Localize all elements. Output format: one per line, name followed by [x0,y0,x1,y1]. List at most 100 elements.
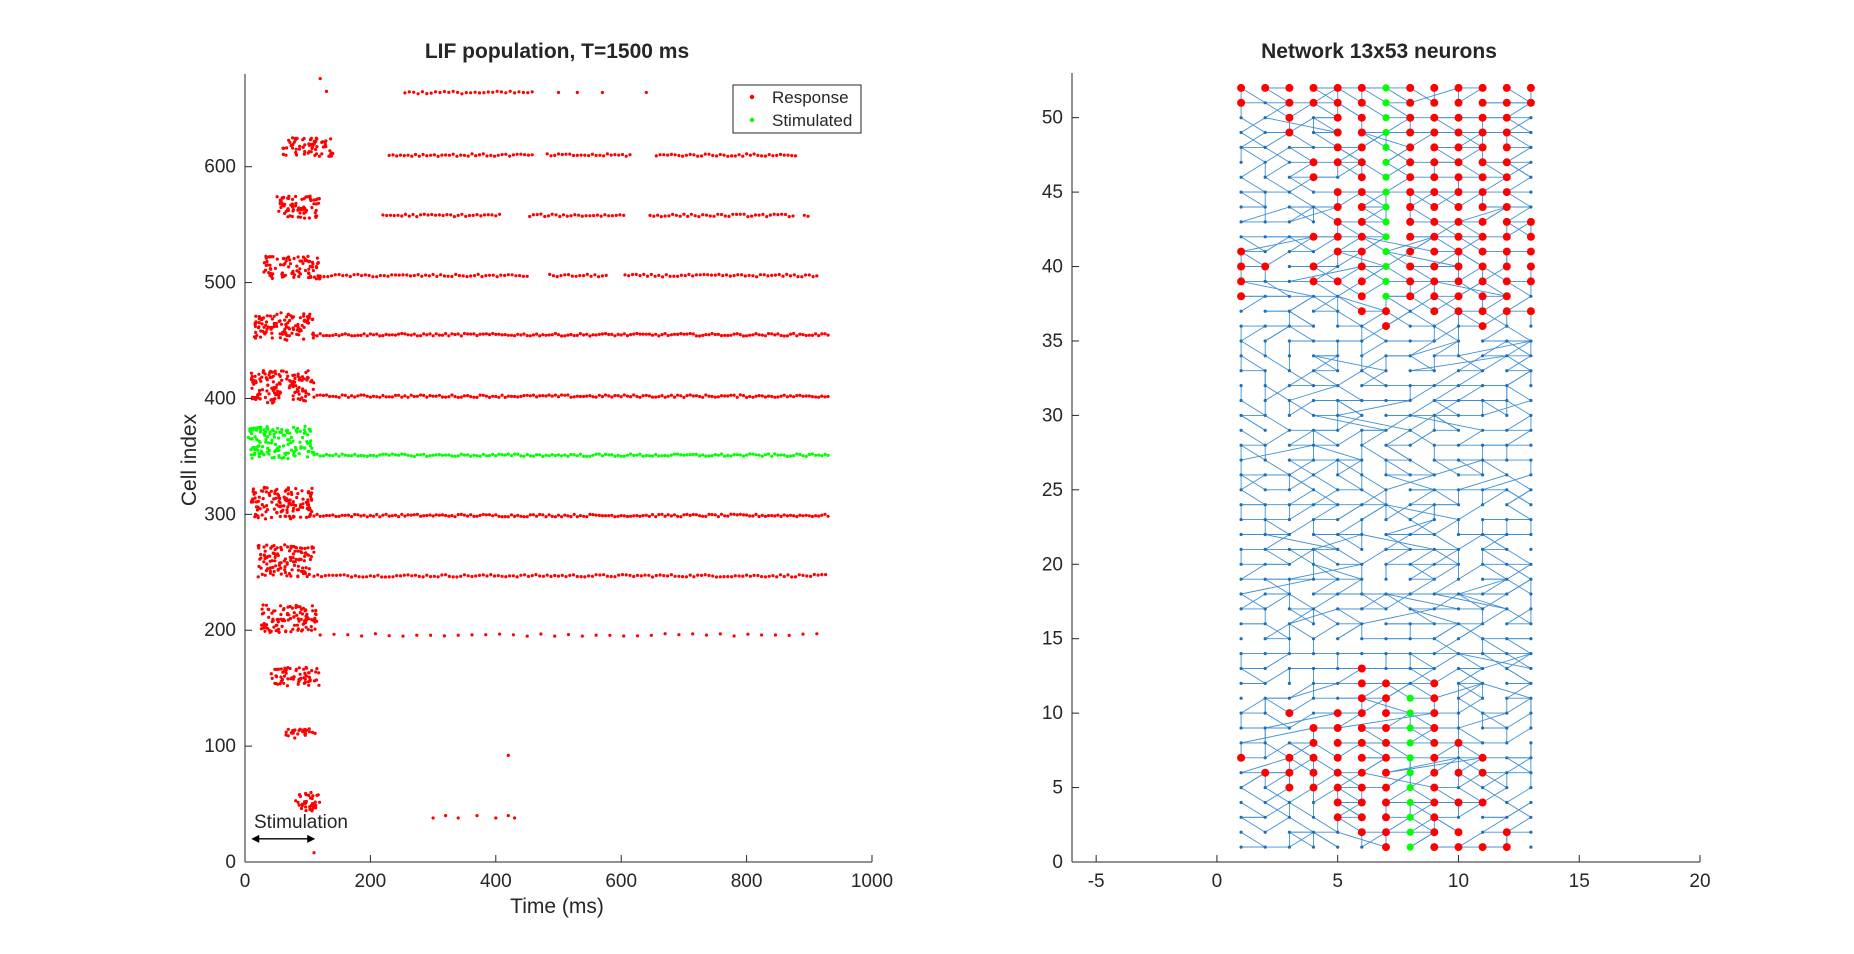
network-edge [1264,623,1290,640]
network-node [1432,532,1436,537]
stimulated-spike [267,448,271,452]
response-spike [365,515,369,519]
response-spike [302,559,306,563]
response-spike [419,334,423,338]
network-ytick-label: 25 [1042,480,1063,501]
network-node [1263,101,1267,105]
response-spike [760,633,764,637]
response-spike [294,667,298,672]
response-spike [459,153,463,157]
response-spike [577,213,581,217]
network-edge [1289,147,1314,163]
response-spike [321,334,325,338]
response-spike [263,372,267,376]
response-spike [313,627,317,631]
network-edge [1313,593,1338,610]
network-edge [1361,370,1387,386]
response-spike [380,575,384,579]
response-spike [312,851,316,855]
response-spike [262,270,266,274]
response-spike [279,510,283,514]
response-spike [285,545,290,549]
response-spike [410,154,414,158]
response-node [1357,798,1366,807]
response-spike [455,154,459,158]
response-spike [304,805,308,809]
network-node [1432,592,1436,596]
network-node [1360,562,1364,566]
response-spike [343,393,347,397]
stimulated-spike [638,452,642,456]
network-edge [1482,549,1508,565]
response-spike [268,630,272,635]
network-edge [1264,534,1290,550]
network-edge [1482,682,1532,699]
response-spike [291,560,296,564]
network-node [1529,652,1533,656]
network-edge [1458,236,1483,252]
response-spike [478,332,482,336]
response-spike [672,395,677,399]
response-spike [417,574,421,579]
response-spike [462,394,466,398]
response-spike [304,391,308,395]
network-edge [1289,132,1314,148]
network-edge [1361,281,1387,297]
response-spike [294,147,298,151]
stimulated-spike [425,454,429,458]
response-spike [356,394,360,398]
response-spike [617,153,621,157]
stimulated-spike [270,456,274,460]
response-spike [625,394,630,398]
response-node [1333,158,1342,167]
network-edge [1337,578,1363,595]
response-spike [711,153,715,158]
response-spike [704,514,708,519]
network-node [1287,145,1291,149]
response-spike [823,512,827,516]
response-spike [397,273,401,277]
response-spike [694,273,699,277]
network-node [1505,696,1509,700]
network-node [1311,458,1316,462]
network-edge [1458,802,1483,818]
response-spike [328,394,332,399]
response-spike [522,394,526,398]
response-spike [515,152,519,156]
response-spike [609,574,613,579]
raster-marks [246,77,830,855]
response-spike [521,274,526,278]
network-edge [1240,757,1290,774]
response-spike [318,633,322,637]
response-spike [810,514,815,519]
network-ytick-label: 40 [1042,257,1063,278]
response-spike [307,567,311,571]
response-spike [760,154,764,158]
stimulated-spike [254,426,258,430]
response-spike [657,273,661,277]
response-spike [487,395,492,399]
response-spike [292,623,297,627]
network-edge [1264,415,1290,431]
response-spike [452,215,456,219]
response-spike [668,274,672,278]
response-spike [702,272,706,277]
response-spike [499,90,503,94]
response-spike [431,272,435,277]
stimulated-spike [817,453,821,457]
response-spike [580,634,584,638]
response-spike [302,667,306,671]
response-spike [326,275,330,279]
response-spike [313,153,317,157]
response-spike [425,333,429,337]
network-node [1432,622,1436,626]
response-spike [608,633,612,637]
response-spike [664,273,668,277]
network-edge [1506,221,1532,238]
stimulated-spike [268,430,272,434]
response-spike [598,153,602,157]
response-node [1333,768,1342,777]
response-spike [270,559,274,563]
network-edge [1361,87,1387,104]
response-node [1478,143,1487,152]
